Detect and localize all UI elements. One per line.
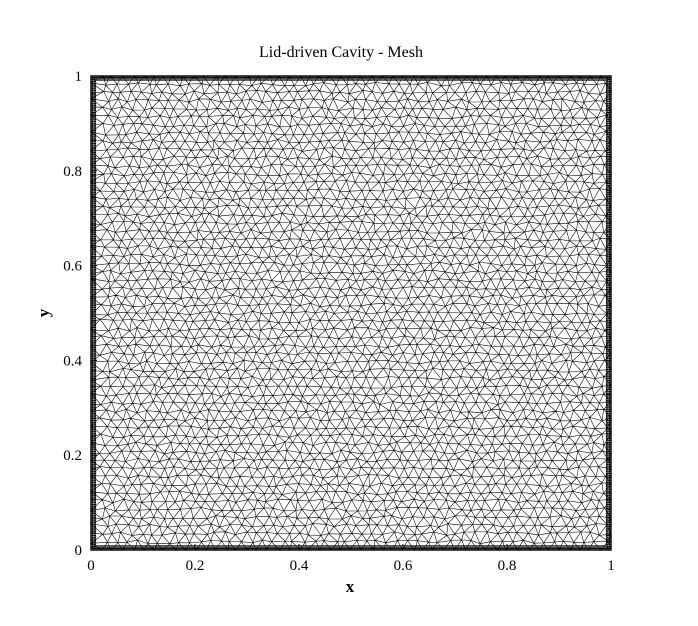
x-axis-ticks: 0 0.2 0.4 0.6 0.8 1 — [87, 544, 615, 574]
y-tick-label: 1 — [75, 69, 83, 85]
y-tick-label: 0.8 — [63, 164, 82, 180]
x-tick-label: 0.6 — [394, 558, 413, 574]
y-axis-title: y — [34, 308, 53, 317]
y-tick-label: 0.4 — [63, 353, 82, 369]
y-tick-label: 0.2 — [63, 448, 82, 464]
y-tick-label: 0 — [75, 543, 83, 559]
x-axis-title: x — [346, 577, 355, 596]
x-tick-label: 0.4 — [290, 558, 309, 574]
y-axis-ticks: 0 0.2 0.4 0.6 0.8 1 — [63, 69, 97, 559]
x-tick-label: 1 — [607, 558, 615, 574]
plot-frame — [90, 75, 612, 551]
mesh-elements — [89, 75, 612, 551]
x-tick-label: 0.8 — [498, 558, 517, 574]
mesh-triangles — [89, 75, 612, 551]
plot-title: Lid-driven Cavity - Mesh — [259, 44, 423, 61]
x-tick-label: 0.2 — [186, 558, 205, 574]
y-tick-label: 0.6 — [63, 259, 82, 275]
x-tick-label: 0 — [87, 558, 95, 574]
